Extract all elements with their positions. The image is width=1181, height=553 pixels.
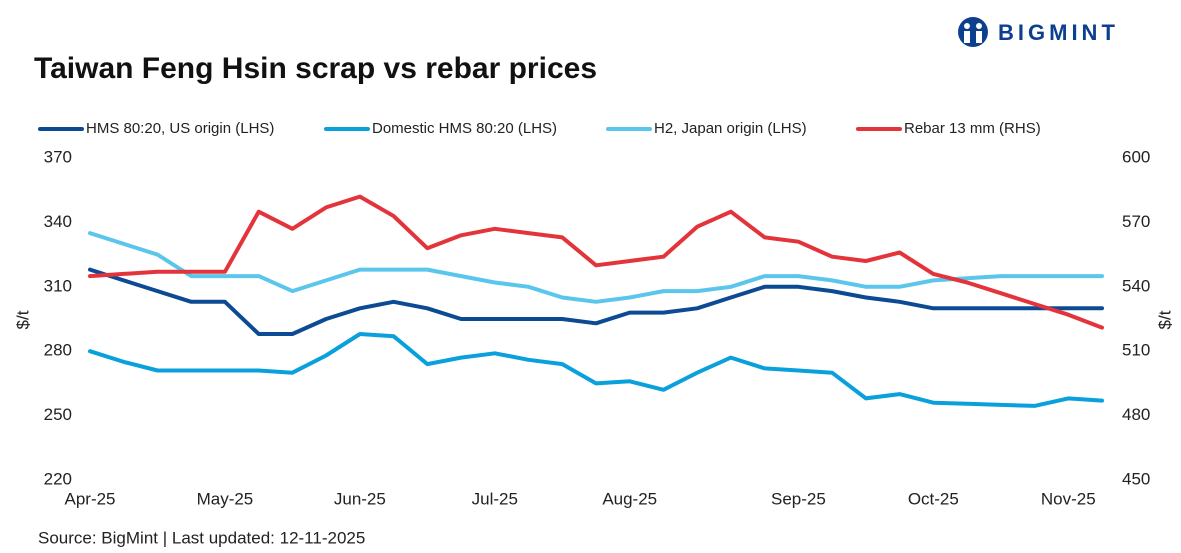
x-tick-label: Jun-25 xyxy=(334,489,386,508)
logo-text: BIGMINT xyxy=(998,20,1119,45)
legend-label: H2, Japan origin (LHS) xyxy=(654,120,807,137)
logo-icon xyxy=(976,23,982,29)
series-line xyxy=(88,194,1104,330)
y-tick-label: 220 xyxy=(44,469,72,488)
source: Source: BigMint | Last updated: 12-11-20… xyxy=(38,528,365,547)
y-tick-label: 370 xyxy=(44,147,72,166)
y-tick-label: 310 xyxy=(44,276,72,295)
y-axis-label: $/t xyxy=(13,310,32,329)
x-tick-label: Apr-25 xyxy=(64,489,115,508)
x-tick-label: Jul-25 xyxy=(472,489,518,508)
y2-tick-label: 570 xyxy=(1122,212,1150,231)
logo-icon xyxy=(976,31,982,43)
logo: BIGMINT xyxy=(958,17,1119,47)
y2-tick-label: 540 xyxy=(1122,276,1150,295)
y2-axis-label: $/t xyxy=(1155,310,1174,329)
x-tick-label: Sep-25 xyxy=(771,489,826,508)
x-tick-label: Nov-25 xyxy=(1041,489,1096,508)
logo-icon xyxy=(964,31,970,43)
y2-tick-label: 450 xyxy=(1122,469,1150,488)
series-line xyxy=(88,332,1104,408)
x-tick-label: Aug-25 xyxy=(602,489,657,508)
logo-icon xyxy=(958,17,988,47)
logo-icon xyxy=(964,23,970,29)
chart-title: Taiwan Feng Hsin scrap vs rebar prices xyxy=(34,52,597,85)
x-tick-label: May-25 xyxy=(197,489,254,508)
y-tick-label: 250 xyxy=(44,405,72,424)
series-line xyxy=(88,231,1104,304)
x-tick-label: Oct-25 xyxy=(908,489,959,508)
y2-tick-label: 480 xyxy=(1122,405,1150,424)
y2-tick-label: 510 xyxy=(1122,341,1150,360)
series-line xyxy=(88,267,1104,336)
legend-label: Domestic HMS 80:20 (LHS) xyxy=(372,120,557,137)
y-tick-label: 280 xyxy=(44,341,72,360)
legend-label: Rebar 13 mm (RHS) xyxy=(904,120,1041,137)
y2-tick-label: 600 xyxy=(1122,147,1150,166)
legend-label: HMS 80:20, US origin (LHS) xyxy=(86,120,274,137)
y-tick-label: 340 xyxy=(44,212,72,231)
